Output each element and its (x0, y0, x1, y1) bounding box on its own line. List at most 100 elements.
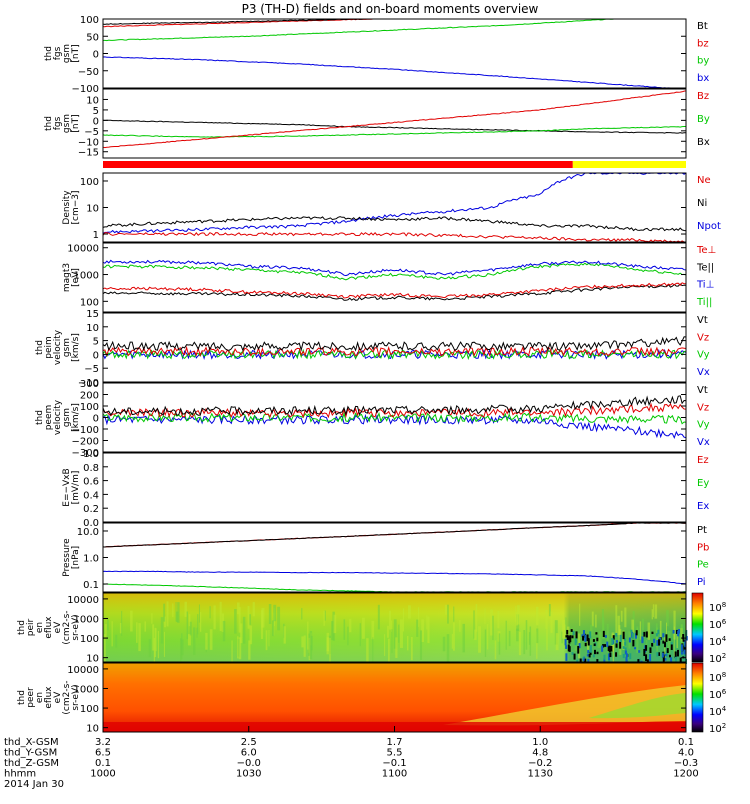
spectrogram-streak (144, 621, 146, 632)
legend-entry: bz (697, 38, 709, 49)
panel-p5: 15 10 5 0 −5 −10 thd peim velocity gsm [km/s] Vt Vz V… (35, 309, 710, 389)
y-axis-label-line: fgs (53, 116, 63, 130)
y-tick-label: 15 (86, 309, 99, 320)
spectrogram-streak (642, 618, 644, 631)
legend-entry: Ti⊥ (696, 280, 714, 291)
y-tick-label: 1 (93, 230, 99, 241)
y-axis-label-line: thd (44, 116, 54, 131)
y-axis-label-line: eV (53, 691, 63, 704)
spectrogram-streak (651, 609, 653, 620)
spectrogram-speckle (637, 659, 640, 662)
spectrogram-speckle (622, 631, 625, 640)
legend-entry: by (697, 56, 709, 67)
spectrogram-streak (119, 622, 122, 634)
spectrogram-speckle (564, 639, 567, 646)
spectrogram-streak (249, 625, 253, 645)
y-axis-label-line: [nT] (71, 44, 81, 62)
legend-entry: Bz (697, 91, 709, 102)
y-tick-label: 100 (80, 297, 99, 308)
spectrogram-speckle (586, 654, 589, 657)
spectrogram-speckle (634, 647, 637, 650)
spectrogram-streak (515, 611, 518, 626)
y-axis-label-line: magt3 (62, 263, 72, 292)
spectrogram-streak (268, 629, 270, 647)
spectrogram-streak (451, 633, 453, 649)
spectrogram-streak (426, 615, 428, 630)
y-tick-label: 0.4 (83, 490, 99, 501)
spectrogram-speckle (684, 652, 687, 661)
x-row-value: 0.1 (678, 737, 694, 748)
spectrogram-streak (497, 610, 500, 629)
spectrogram-speckle (664, 641, 667, 648)
x-row-value: 6.5 (95, 748, 111, 759)
spectrogram-streak (175, 601, 177, 622)
spectrogram-streak (231, 640, 233, 664)
y-axis-label-line: peim (44, 336, 54, 359)
spectrogram-streak (265, 630, 268, 651)
legend-entry: Ti|| (696, 297, 712, 308)
spectrogram-speckle (662, 655, 665, 663)
spectrogram-speckle (651, 642, 654, 647)
spectrogram-speckle (601, 645, 604, 652)
spectrogram-streak (111, 621, 113, 647)
colorbar-tick-label: 106 (709, 618, 727, 631)
spectrogram-streak (236, 602, 240, 615)
y-tick-label: −15 (78, 148, 99, 159)
spectrogram-speckle (610, 645, 613, 652)
x-row-label: thd_Y-GSM (4, 748, 57, 759)
spectrogram-speckle (682, 634, 685, 640)
spectrogram-streak (209, 606, 211, 619)
spectrogram-speckle (577, 645, 580, 654)
panel-p9: 108 106 104 102 10000 1000 100 10 thd peir en eflux… (17, 592, 727, 668)
x-row-value: 5.5 (387, 748, 403, 759)
legend-entry: Vz (697, 402, 709, 413)
x-row-value: −0.0 (237, 758, 261, 769)
spectrogram-streak (673, 610, 676, 640)
spectrogram-speckle (582, 635, 585, 641)
series-line-Bz (102, 90, 687, 149)
spectrogram-speckle (571, 652, 574, 655)
spectrogram-streak (349, 618, 352, 633)
spectrogram-streak (570, 628, 573, 641)
y-tick-label: −10 (78, 137, 99, 148)
spectrogram-speckle (622, 653, 625, 659)
y-tick-label: 10000 (67, 244, 99, 255)
y-tick-label: 10.0 (77, 527, 99, 538)
x-row-value: 1030 (236, 769, 261, 780)
spectrogram-streak (442, 636, 446, 652)
y-axis-label-line: [km/s] (71, 403, 81, 432)
y-tick-label: −100 (72, 84, 99, 95)
spectrogram-streak (490, 609, 493, 636)
date-label: 2014 Jan 30 (4, 779, 64, 790)
spectrogram-streak (222, 620, 226, 642)
y-tick-label: 10 (86, 654, 99, 665)
legend-entry: By (697, 114, 710, 125)
spectrogram-streak (647, 622, 651, 640)
spectrogram-streak (462, 623, 466, 653)
series-line-Te⊥ (102, 282, 687, 299)
spectrogram-speckle (582, 658, 585, 661)
y-axis-label-line: en (35, 622, 45, 633)
spectrogram-speckle (565, 653, 568, 661)
spectrogram-streak (536, 631, 538, 659)
spectrogram-streak (550, 611, 553, 633)
spectrogram-streak (673, 626, 675, 657)
colorbar-exponent: 6 (722, 688, 727, 696)
panel-frame (102, 242, 687, 313)
panel-frame (102, 88, 687, 159)
spectrogram-speckle (677, 630, 680, 637)
y-tick-label: 100 (80, 704, 99, 715)
spectrogram-streak (536, 625, 539, 644)
spectrogram-streak (273, 604, 277, 622)
spectrogram-speckle (658, 637, 661, 640)
y-tick-label: −10 (78, 378, 99, 389)
spectrogram-speckle (615, 652, 618, 657)
spectrogram-streak (473, 610, 475, 639)
spectrogram-speckle (588, 654, 591, 658)
spectrogram-streak (152, 624, 155, 651)
y-axis-label-line: velocity (53, 399, 63, 435)
spectrogram-streak (631, 619, 634, 633)
spectrogram-speckle (570, 629, 573, 632)
spectrogram-streak (199, 612, 202, 632)
